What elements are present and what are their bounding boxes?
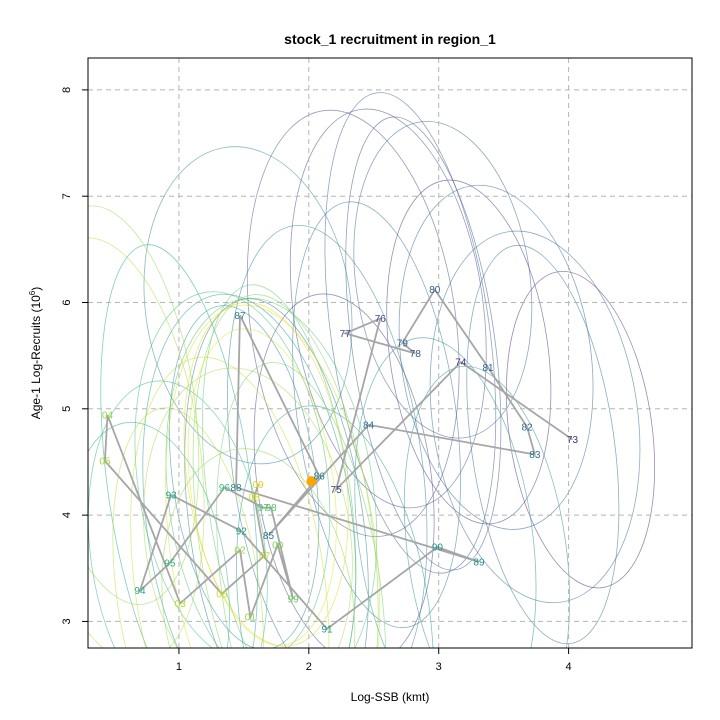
ellipse-95 [88, 380, 268, 648]
y-axis-label-close: ) [29, 287, 43, 291]
point-label-02: 02 [234, 546, 246, 557]
ellipse-97 [165, 297, 378, 648]
x-tick-label-2: 2 [306, 661, 312, 673]
x-tick-label-1: 1 [176, 661, 182, 673]
ellipse-74 [386, 179, 552, 525]
point-label-09: 09 [253, 480, 265, 491]
ellipse-86 [227, 225, 428, 648]
ellipse-89 [403, 365, 571, 648]
ellipse-93 [100, 244, 258, 648]
point-label-94: 94 [134, 586, 146, 597]
point-label-92: 92 [236, 527, 248, 538]
point-label-93: 93 [166, 490, 178, 501]
ellipse-90 [354, 337, 537, 648]
ellipse-02 [143, 367, 353, 648]
point-label-97: 97 [258, 503, 270, 514]
ellipse-03 [112, 407, 265, 648]
ellipse-80 [353, 120, 533, 439]
point-label-79: 79 [397, 338, 409, 349]
point-label-01: 01 [245, 613, 257, 624]
x-axis-label: Log-SSB (kmt) [351, 690, 430, 704]
ellipse-83 [466, 244, 620, 645]
y-tick-label-7: 7 [61, 193, 73, 199]
point-label-86: 86 [314, 471, 326, 482]
point-label-06: 06 [216, 589, 228, 600]
point-label-74: 74 [455, 358, 467, 369]
point-label-03: 03 [175, 599, 187, 610]
ellipse-06 [130, 356, 330, 648]
point-label-89: 89 [473, 557, 485, 568]
x-tick-label-4: 4 [566, 661, 572, 673]
y-tick-label-3: 3 [61, 618, 73, 624]
ellipse-91 [236, 405, 434, 648]
point-label-05: 05 [99, 456, 111, 467]
chart-title: stock_1 recruitment in region_1 [284, 31, 496, 47]
highlight-point [306, 476, 317, 487]
ellipse-00 [192, 294, 379, 648]
y-tick-label-5: 5 [61, 406, 73, 412]
y-tick-label-8: 8 [61, 87, 73, 93]
ellipse-98 [201, 284, 357, 648]
point-label-83: 83 [529, 450, 541, 461]
point-label-90: 90 [432, 543, 444, 554]
ellipse-82 [429, 230, 641, 604]
point-label-84: 84 [363, 420, 375, 431]
point-label-88: 88 [231, 483, 243, 494]
y-tick-label-6: 6 [61, 299, 73, 305]
grid-lines [88, 58, 692, 648]
ellipse-78 [345, 116, 502, 571]
point-label-73: 73 [567, 435, 579, 446]
point-label-87: 87 [234, 311, 246, 322]
x-tick-label-3: 3 [436, 661, 442, 673]
uncertainty-ellipses [88, 92, 656, 648]
point-label-00: 00 [272, 540, 284, 551]
ellipse-87 [143, 146, 353, 465]
y-tick-label-4: 4 [61, 512, 73, 518]
ellipse-81 [398, 184, 594, 530]
y-axis: 3 4 5 6 7 8 [61, 87, 88, 624]
point-label-81: 81 [483, 363, 495, 374]
ellipse-99 [216, 362, 387, 648]
ellipse-76 [289, 108, 487, 509]
point-label-76: 76 [375, 314, 387, 325]
point-label-99: 99 [288, 595, 300, 606]
point-label-85: 85 [263, 531, 275, 542]
point-label-80: 80 [429, 285, 441, 296]
y-axis-label-superscript: 6 [28, 290, 37, 295]
point-label-75: 75 [331, 485, 343, 496]
ellipse-79 [324, 92, 497, 574]
point-label-95: 95 [164, 558, 176, 569]
point-label-04: 04 [102, 411, 114, 422]
ellipse-84 [292, 201, 461, 629]
point-label-98: 98 [266, 503, 278, 514]
point-label-08: 08 [249, 493, 261, 504]
ellipse-73 [505, 271, 656, 589]
y-axis-label-main: Age-1 Log-Recruits (10 [29, 295, 43, 419]
y-axis-label: Age-1 Log-Recruits (106) [28, 287, 43, 420]
point-label-77: 77 [340, 329, 352, 340]
point-label-91: 91 [321, 624, 333, 635]
trajectory-line [103, 288, 574, 631]
point-label-78: 78 [410, 349, 422, 360]
point-label-96: 96 [219, 483, 231, 494]
ellipse-04 [88, 205, 200, 605]
ellipse-05 [88, 237, 205, 648]
ellipse-96 [134, 291, 331, 648]
ellipse-94 [88, 421, 230, 648]
point-label-82: 82 [521, 422, 533, 433]
plot-frame [87, 57, 693, 649]
ellipse-75 [253, 293, 435, 648]
point-label-07: 07 [259, 551, 271, 562]
trajectory-path [103, 288, 574, 631]
x-axis: 1 2 3 4 [176, 648, 572, 673]
